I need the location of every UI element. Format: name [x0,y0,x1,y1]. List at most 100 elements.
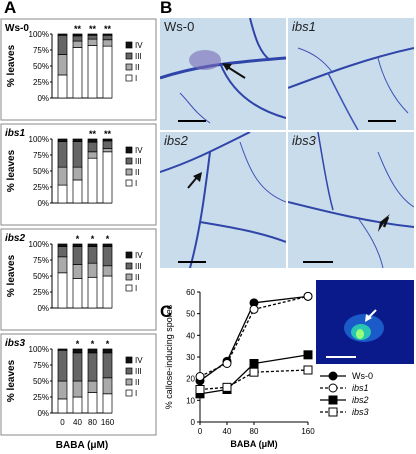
bar-segment-III [87,34,98,40]
bar-segment-IV [57,33,68,36]
legend-label: III [135,157,142,166]
bar-segment-III [57,349,68,382]
legend-swatch [125,367,133,375]
legend-swatch [125,251,133,259]
bar-segment-III [72,246,83,265]
bar-segment-IV [87,348,98,354]
panel-label-c: C [160,302,173,321]
legend-swatch [125,157,133,165]
bar-segment-IV [87,138,98,143]
legend-swatch [125,168,133,176]
significance-marker: * [76,234,80,244]
bar-segment-I [87,392,98,414]
bar-segment-II [87,151,98,159]
legend-swatch [125,179,133,187]
subplot-frame [0,18,157,121]
y-tick-label: 50% [33,167,49,176]
micrograph-label: Ws-0 [164,19,195,34]
x-tick-label: 40 [73,418,82,427]
legend-label: II [135,378,139,387]
bar-segment-I [87,45,98,99]
legend-label: II [135,168,139,177]
y-tick-label: 0% [37,409,49,418]
bar-segment-II [102,265,113,277]
legend-label: ibs3 [352,407,369,417]
x-tick-label: 0 [198,427,203,436]
legend-swatch [125,389,133,397]
bar-segment-II [57,54,68,76]
bar-segment-II [57,166,68,186]
bar-segment-I [102,275,113,309]
significance-marker: * [106,234,110,244]
micrograph-ibs3: ibs3 [288,132,414,268]
bar-segment-IV [72,348,83,354]
series-line [199,295,309,378]
y-tick-label: 75% [33,46,49,55]
bar-segment-III [102,246,113,267]
legend-label: I [135,179,137,188]
subplot-title: Ws-0 [5,23,29,34]
bar-segment-III [102,352,113,379]
bar-segment-I [87,276,98,309]
x-axis-label: BABA (μM) [56,440,108,451]
legend-swatch [125,63,133,71]
legend-label: III [135,52,142,61]
bar-segment-IV [72,138,83,142]
subplot-title: ibs3 [5,338,25,349]
bar-segment-III [57,34,68,55]
bar-segment-III [57,246,68,258]
bar-segment-II [72,264,83,279]
micrograph-ibs2: ibs2 [160,132,286,268]
subplot-frame [0,123,157,226]
significance-marker: ** [104,129,112,139]
data-point [303,365,313,375]
bar-segment-II [87,262,98,278]
micrograph-label: ibs2 [164,133,188,148]
bar-segment-II [57,256,68,274]
legend-marker [328,371,338,381]
significance-marker: ** [89,24,97,34]
y-axis-label: % leaves [6,254,17,297]
bar-segment-IV [102,348,113,354]
bar-segment-III [87,352,98,382]
bar-segment-IV [57,138,68,142]
x-tick-label: 80 [88,418,97,427]
x-tick-label: 0 [60,418,65,427]
significance-marker: * [106,339,110,349]
bar-segment-II [72,166,83,181]
legend-marker [328,383,338,393]
legend-swatch [125,41,133,49]
y-axis-label: % callose-inducing spores [164,304,174,409]
data-point [195,372,205,381]
bar-segment-II [57,380,68,400]
legend-label: IV [135,146,143,155]
legend-swatch [125,356,133,364]
y-tick-label: 50% [33,377,49,386]
bar-segment-I [102,151,113,204]
y-tick-label: 25% [33,393,49,402]
data-point [249,367,259,377]
legend-label: IV [135,356,143,365]
legend-label: Ws-0 [352,371,373,381]
scale-bar [178,261,206,263]
legend-swatch [125,74,133,82]
bar-segment-III [72,352,83,382]
significance-marker: ** [89,129,97,139]
micrograph-ibs1-image [288,18,414,130]
bar-segment-III [87,246,98,264]
fluorescence-inset [316,280,414,364]
micrograph-label: ibs1 [292,19,316,34]
bar-segment-I [57,398,68,414]
y-tick-label: 0% [37,199,49,208]
micrograph-ws0: Ws-0 [160,18,286,130]
y-tick-label: 100% [29,240,49,249]
significance-marker: * [76,339,80,349]
y-tick-label: 100% [29,345,49,354]
data-point [249,359,259,368]
micrograph-ibs2-image [160,132,286,268]
bar-segment-IV [102,138,113,142]
legend-label: ibs1 [352,383,369,393]
subplot-title: ibs2 [5,233,25,244]
